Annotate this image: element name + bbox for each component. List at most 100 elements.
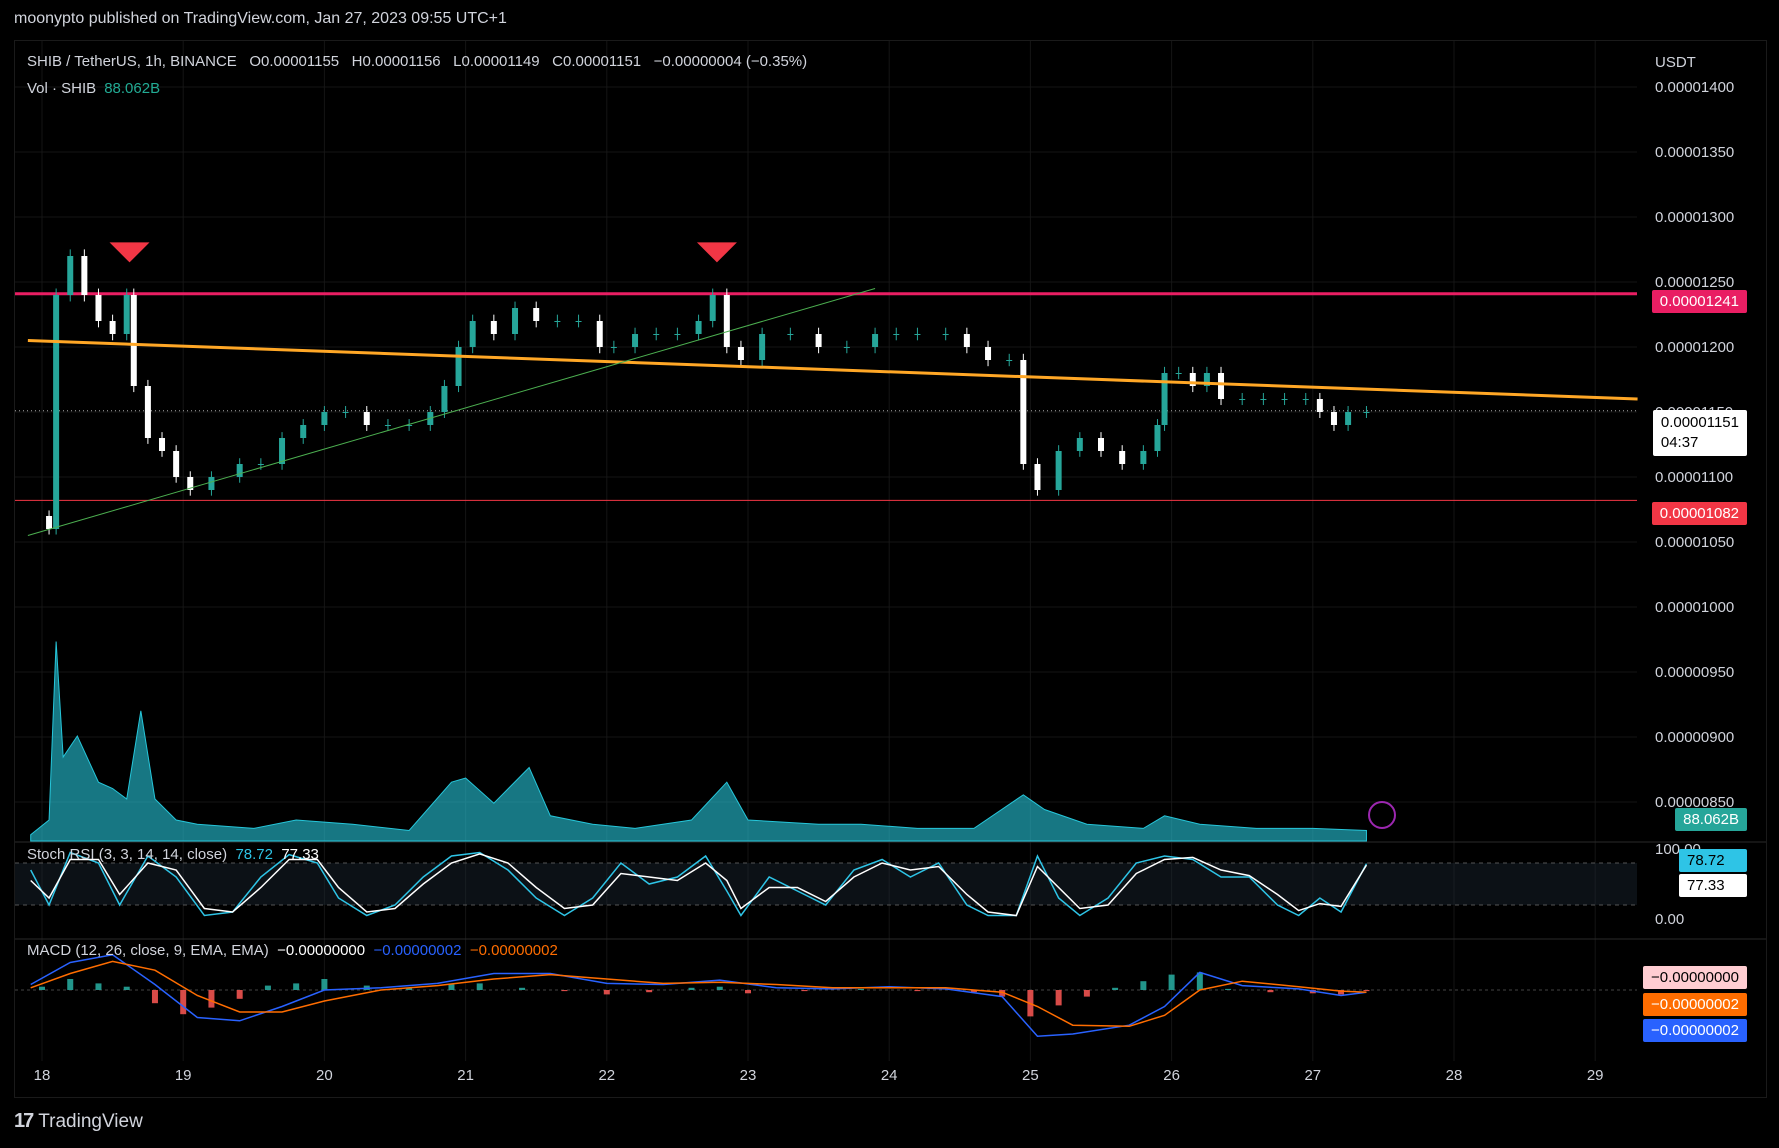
close-value: 0.00001151 (563, 53, 642, 70)
candle (787, 327, 794, 341)
macd-hist-price-label: −0.00000000 (1642, 966, 1747, 989)
candle-body (815, 334, 822, 347)
macd-hist-bar (321, 979, 328, 990)
macd-hist-bar (67, 979, 74, 990)
candle (610, 340, 617, 354)
candle-body (257, 464, 264, 465)
macd-hist-bar (1196, 972, 1203, 990)
candle (81, 249, 88, 302)
candle (342, 406, 349, 418)
macd-hist-bar (1338, 990, 1345, 995)
candle (1203, 366, 1210, 393)
candle (632, 327, 639, 354)
candle-body (159, 438, 166, 451)
candle (1006, 353, 1013, 367)
candle-body (575, 321, 582, 322)
candle-body (512, 308, 519, 334)
x-tick-label: 29 (1587, 1067, 1604, 1084)
candle (1020, 353, 1027, 470)
open-value: 0.00001155 (261, 53, 340, 70)
candle-body (173, 451, 180, 477)
candle-body (406, 425, 413, 426)
candle (843, 340, 850, 354)
macd-hist-bar (123, 986, 130, 990)
candle-body (554, 321, 561, 322)
candle-body (985, 347, 992, 360)
macd-hist-bar (293, 983, 300, 990)
candle (695, 314, 702, 341)
change-value: −0.00000004 (−0.35%) (653, 53, 808, 70)
candle-body (342, 412, 349, 413)
candle (1316, 392, 1323, 418)
candle-body (187, 477, 194, 490)
candle-body (674, 334, 681, 335)
macd-hist-bar (476, 983, 483, 990)
candle-body (95, 295, 102, 321)
macd-name[interactable]: MACD (12, 26, close, 9, EMA, EMA) (27, 942, 269, 959)
y-tick-label: 0.00001400 (1655, 79, 1734, 96)
candle (512, 301, 519, 341)
candle-body (1239, 399, 1246, 400)
candle (384, 419, 391, 431)
candle (1302, 392, 1309, 406)
candle-body (942, 334, 949, 335)
candle (709, 288, 716, 328)
stoch-rsi-name[interactable]: Stoch RSI (3, 3, 14, 14, close) (27, 846, 228, 863)
candle-body (1076, 438, 1083, 451)
macd-hist-bar (1055, 990, 1062, 1006)
candle-body (893, 334, 900, 335)
candle (942, 327, 949, 341)
volume-legend-label[interactable]: Vol · SHIB (27, 80, 97, 97)
candle (236, 458, 243, 483)
candle-body (709, 295, 716, 321)
x-tick-label: 18 (34, 1067, 51, 1084)
candle (1330, 406, 1337, 431)
candle-body (300, 425, 307, 438)
candle-body (759, 334, 766, 360)
stoch-k-price-label: 78.72 (1679, 849, 1747, 872)
macd-hist-bar (745, 990, 751, 994)
last-price-value: 0.00001151 (1660, 414, 1739, 431)
candle (985, 340, 992, 367)
high-value: 0.00001156 (362, 53, 441, 70)
candle-body (1302, 399, 1309, 400)
candle (963, 327, 970, 354)
candle (1345, 406, 1352, 431)
macd-hist-bar (603, 990, 610, 995)
macd-hist-value: −0.00000000 (277, 942, 366, 959)
macd-hist-bar (264, 985, 271, 990)
candle (1154, 419, 1161, 457)
candle (737, 340, 744, 367)
sell-marker-icon (696, 242, 737, 263)
candle (67, 249, 74, 302)
close-label: C (552, 53, 563, 70)
candle (46, 510, 53, 535)
chart-svg[interactable]: 18 19 20 21 22 23 24 25 26 27 28 29 0.00001400 0.0000… (15, 41, 1766, 1097)
macd-hist-bar (646, 990, 653, 993)
macd-hist-bar (857, 988, 864, 990)
x-tick-label: 23 (740, 1067, 757, 1084)
x-tick-label: 20 (316, 1067, 333, 1084)
footer-brand[interactable]: 17 TradingView (14, 1110, 143, 1133)
y-tick-label: 0.00000850 (1655, 794, 1734, 811)
symbol-label[interactable]: SHIB / TetherUS, 1h, BINANCE (27, 53, 237, 70)
candle-body (533, 308, 540, 321)
candle-body (1203, 373, 1210, 386)
candle-body (123, 295, 130, 334)
macd-hist-bar (1363, 990, 1370, 992)
candle (1034, 458, 1041, 496)
candle (159, 432, 166, 457)
candle (490, 314, 497, 341)
tradingview-logo-icon: 17 (14, 1110, 34, 1132)
publisher-line: moonypto published on TradingView.com, J… (14, 10, 507, 27)
macd-hist-bar (95, 983, 102, 990)
macd-hist-bar (1168, 974, 1175, 990)
stoch-d-price-label: 77.33 (1679, 874, 1747, 897)
macd-line (30, 954, 1367, 1037)
chart-frame[interactable]: 18 19 20 21 22 23 24 25 26 27 28 29 0.00001400 0.0000… (14, 40, 1767, 1098)
stoch-k-value: 78.72 (235, 846, 273, 863)
macd-signal-line (30, 960, 1367, 1028)
candle (1076, 432, 1083, 457)
x-tick-label: 19 (175, 1067, 192, 1084)
macd-hist-bar (1083, 990, 1090, 997)
